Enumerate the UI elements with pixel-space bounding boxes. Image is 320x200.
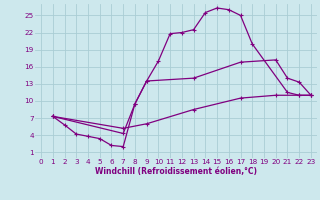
X-axis label: Windchill (Refroidissement éolien,°C): Windchill (Refroidissement éolien,°C) <box>95 167 257 176</box>
